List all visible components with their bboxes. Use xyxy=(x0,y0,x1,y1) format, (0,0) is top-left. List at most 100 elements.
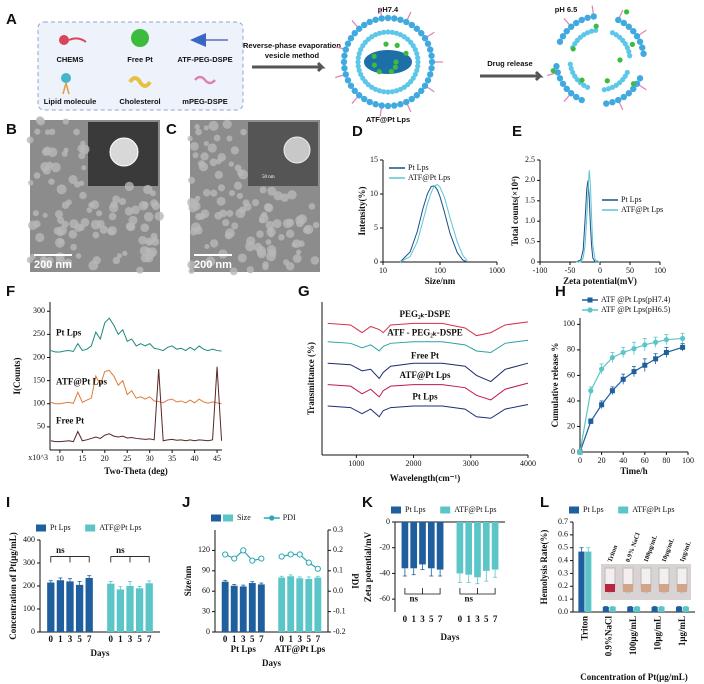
lipid-head xyxy=(633,33,641,40)
x-tick-label: 40 xyxy=(191,454,199,463)
drug xyxy=(604,78,610,84)
tem-particle xyxy=(265,239,272,245)
lipid-head xyxy=(553,63,560,70)
series-line xyxy=(327,382,529,401)
marker xyxy=(663,349,669,355)
marker xyxy=(222,551,229,558)
peg-chain xyxy=(427,86,435,93)
tem-particle xyxy=(41,259,52,270)
tem-particle xyxy=(287,190,297,200)
tem-particle xyxy=(144,237,154,246)
x-axis-label: Size/nm xyxy=(425,276,456,286)
lipid-head xyxy=(593,27,599,33)
lipid-head xyxy=(620,93,627,101)
tem-particle xyxy=(233,181,243,190)
panel-label: I xyxy=(6,494,10,511)
x-tick-label: 7 xyxy=(438,614,443,624)
method-label: Reverse-phase evaporation xyxy=(243,41,341,50)
lipid-head xyxy=(385,89,391,95)
peg-chain xyxy=(379,7,382,16)
y-tick-label: 1.5 xyxy=(525,196,535,205)
tem-particle xyxy=(88,260,99,271)
tem-particle xyxy=(107,226,117,236)
tem-particle xyxy=(256,246,266,256)
series-line xyxy=(576,170,601,263)
panel-label: C xyxy=(166,121,177,138)
bar xyxy=(230,585,238,632)
lipid-head xyxy=(568,65,574,72)
bar xyxy=(578,551,585,612)
x-tick-label: 5 xyxy=(307,634,312,644)
lipid-head xyxy=(639,44,646,51)
lipid-head xyxy=(415,63,421,69)
lipid-head xyxy=(384,14,392,22)
x-tick-label: 0 xyxy=(458,614,463,624)
legend-label: Size xyxy=(237,513,251,522)
lipid-head xyxy=(413,25,421,32)
drug xyxy=(403,50,409,56)
tem-particle xyxy=(32,210,39,217)
x-tick-label: 1μg/mL xyxy=(677,616,687,646)
x-tick-label: 30 xyxy=(146,454,154,463)
tem-particle xyxy=(108,212,117,221)
tem-particle xyxy=(26,136,34,144)
y-tick-label: 60 xyxy=(567,370,575,379)
lipid-head xyxy=(620,19,627,27)
marker xyxy=(577,449,583,455)
y-tick-label: 0.7 xyxy=(558,517,568,526)
tem-particle xyxy=(143,184,153,195)
bar xyxy=(410,522,418,569)
lipid-head xyxy=(397,16,404,23)
lipid-head xyxy=(605,86,612,92)
bar xyxy=(419,522,426,565)
tem-particle xyxy=(79,191,87,200)
legend-label: ATF@Pt Lps xyxy=(632,505,674,514)
legend-label: Pt Lps xyxy=(50,523,71,532)
marker xyxy=(588,388,594,394)
y-tick-label: 400 xyxy=(23,535,35,544)
lipid-head xyxy=(355,63,361,69)
significance-label: ns xyxy=(116,545,125,555)
tem-particle xyxy=(187,135,193,142)
drug xyxy=(371,53,377,59)
lipid-head xyxy=(559,33,567,40)
tem-particle xyxy=(61,220,69,228)
peg-chain xyxy=(563,95,570,102)
significance-label: ns xyxy=(409,593,418,603)
peg-chain xyxy=(335,45,344,50)
tem-particle xyxy=(68,175,78,184)
tem-particle xyxy=(190,222,201,233)
lipid-head xyxy=(351,29,358,37)
lipid-head xyxy=(603,100,610,107)
legend-label: ATF@Pt Lps xyxy=(99,523,141,532)
x-axis-label: Days xyxy=(90,648,109,658)
tem-particle xyxy=(188,176,196,184)
lipid-head xyxy=(389,29,395,35)
tem-particle xyxy=(73,128,80,136)
drug xyxy=(393,59,399,65)
y-tick-label: 10 xyxy=(370,189,378,198)
method-label: vesicle method xyxy=(265,51,320,60)
x-tick-label: 3 xyxy=(475,614,480,624)
bar xyxy=(85,577,93,632)
tem-particle xyxy=(194,124,200,130)
bar xyxy=(248,583,256,632)
panel-label: K xyxy=(362,494,373,511)
tem-particle xyxy=(92,231,100,239)
lipid-head xyxy=(361,95,368,103)
y-tick-label: 0 xyxy=(31,627,35,636)
y-tick-label: 30 xyxy=(202,606,210,615)
x-tick-label: -100 xyxy=(533,266,548,275)
drug xyxy=(388,68,394,75)
panel-label: A xyxy=(6,11,17,28)
tem-particle xyxy=(210,189,218,197)
x-tick-label: 100 xyxy=(682,456,694,465)
bar xyxy=(239,586,247,632)
bar xyxy=(658,606,665,612)
x-tick-label: 0 xyxy=(109,634,114,644)
lipid-head xyxy=(376,30,383,36)
tem-particle xyxy=(90,219,101,230)
x-tick-label: 7 xyxy=(87,634,92,644)
tem-particle xyxy=(48,128,56,136)
tem-particle xyxy=(217,153,227,162)
